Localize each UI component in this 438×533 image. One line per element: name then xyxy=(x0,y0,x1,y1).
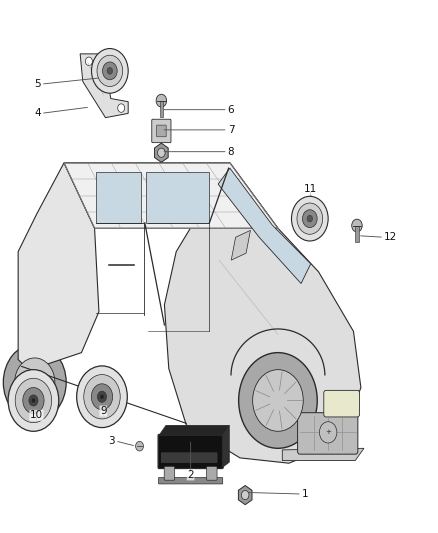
FancyBboxPatch shape xyxy=(297,413,358,454)
Circle shape xyxy=(4,344,66,421)
FancyBboxPatch shape xyxy=(207,466,217,480)
Circle shape xyxy=(15,378,52,423)
Polygon shape xyxy=(231,230,251,260)
Text: 6: 6 xyxy=(228,104,234,115)
FancyBboxPatch shape xyxy=(159,101,163,117)
Polygon shape xyxy=(159,425,229,435)
Text: 2: 2 xyxy=(187,470,194,480)
FancyBboxPatch shape xyxy=(164,466,175,480)
Circle shape xyxy=(107,68,113,74)
Text: 3: 3 xyxy=(109,436,115,446)
Circle shape xyxy=(136,441,144,451)
Circle shape xyxy=(118,104,125,112)
Circle shape xyxy=(97,55,123,86)
Polygon shape xyxy=(238,486,252,505)
Text: +: + xyxy=(325,430,331,435)
Text: 12: 12 xyxy=(384,232,397,243)
Circle shape xyxy=(14,358,55,407)
Circle shape xyxy=(102,62,117,80)
Circle shape xyxy=(158,148,165,157)
FancyBboxPatch shape xyxy=(355,225,359,242)
Circle shape xyxy=(92,384,113,410)
Circle shape xyxy=(85,57,92,66)
Polygon shape xyxy=(18,163,99,370)
Text: 5: 5 xyxy=(34,79,41,89)
Circle shape xyxy=(97,391,106,402)
Polygon shape xyxy=(80,54,128,118)
Circle shape xyxy=(29,395,38,406)
FancyBboxPatch shape xyxy=(161,453,217,463)
Circle shape xyxy=(32,398,35,402)
Polygon shape xyxy=(218,168,311,284)
Circle shape xyxy=(239,353,317,448)
Circle shape xyxy=(100,394,104,399)
Polygon shape xyxy=(222,425,229,467)
Polygon shape xyxy=(96,172,141,223)
Circle shape xyxy=(77,366,127,427)
Polygon shape xyxy=(155,143,168,163)
Circle shape xyxy=(352,219,362,232)
Text: 1: 1 xyxy=(302,489,309,499)
Circle shape xyxy=(307,215,313,222)
Text: 11: 11 xyxy=(304,184,317,195)
Circle shape xyxy=(253,369,303,431)
Text: 4: 4 xyxy=(34,108,41,118)
Polygon shape xyxy=(64,163,278,228)
Polygon shape xyxy=(146,172,209,223)
Text: 8: 8 xyxy=(228,147,234,157)
Text: 9: 9 xyxy=(100,406,106,416)
Circle shape xyxy=(297,203,323,235)
FancyBboxPatch shape xyxy=(324,390,360,417)
Circle shape xyxy=(84,375,120,419)
Circle shape xyxy=(156,94,166,107)
Circle shape xyxy=(319,422,337,443)
Text: 7: 7 xyxy=(228,125,234,135)
Circle shape xyxy=(291,196,328,241)
FancyBboxPatch shape xyxy=(156,125,166,137)
Polygon shape xyxy=(283,448,364,461)
Text: 10: 10 xyxy=(30,410,43,421)
Circle shape xyxy=(23,387,44,414)
Circle shape xyxy=(92,49,128,93)
FancyBboxPatch shape xyxy=(152,119,171,143)
Circle shape xyxy=(241,490,249,499)
FancyBboxPatch shape xyxy=(158,434,223,469)
Circle shape xyxy=(303,209,317,228)
Polygon shape xyxy=(164,163,361,463)
Circle shape xyxy=(8,369,59,431)
FancyBboxPatch shape xyxy=(159,478,223,484)
